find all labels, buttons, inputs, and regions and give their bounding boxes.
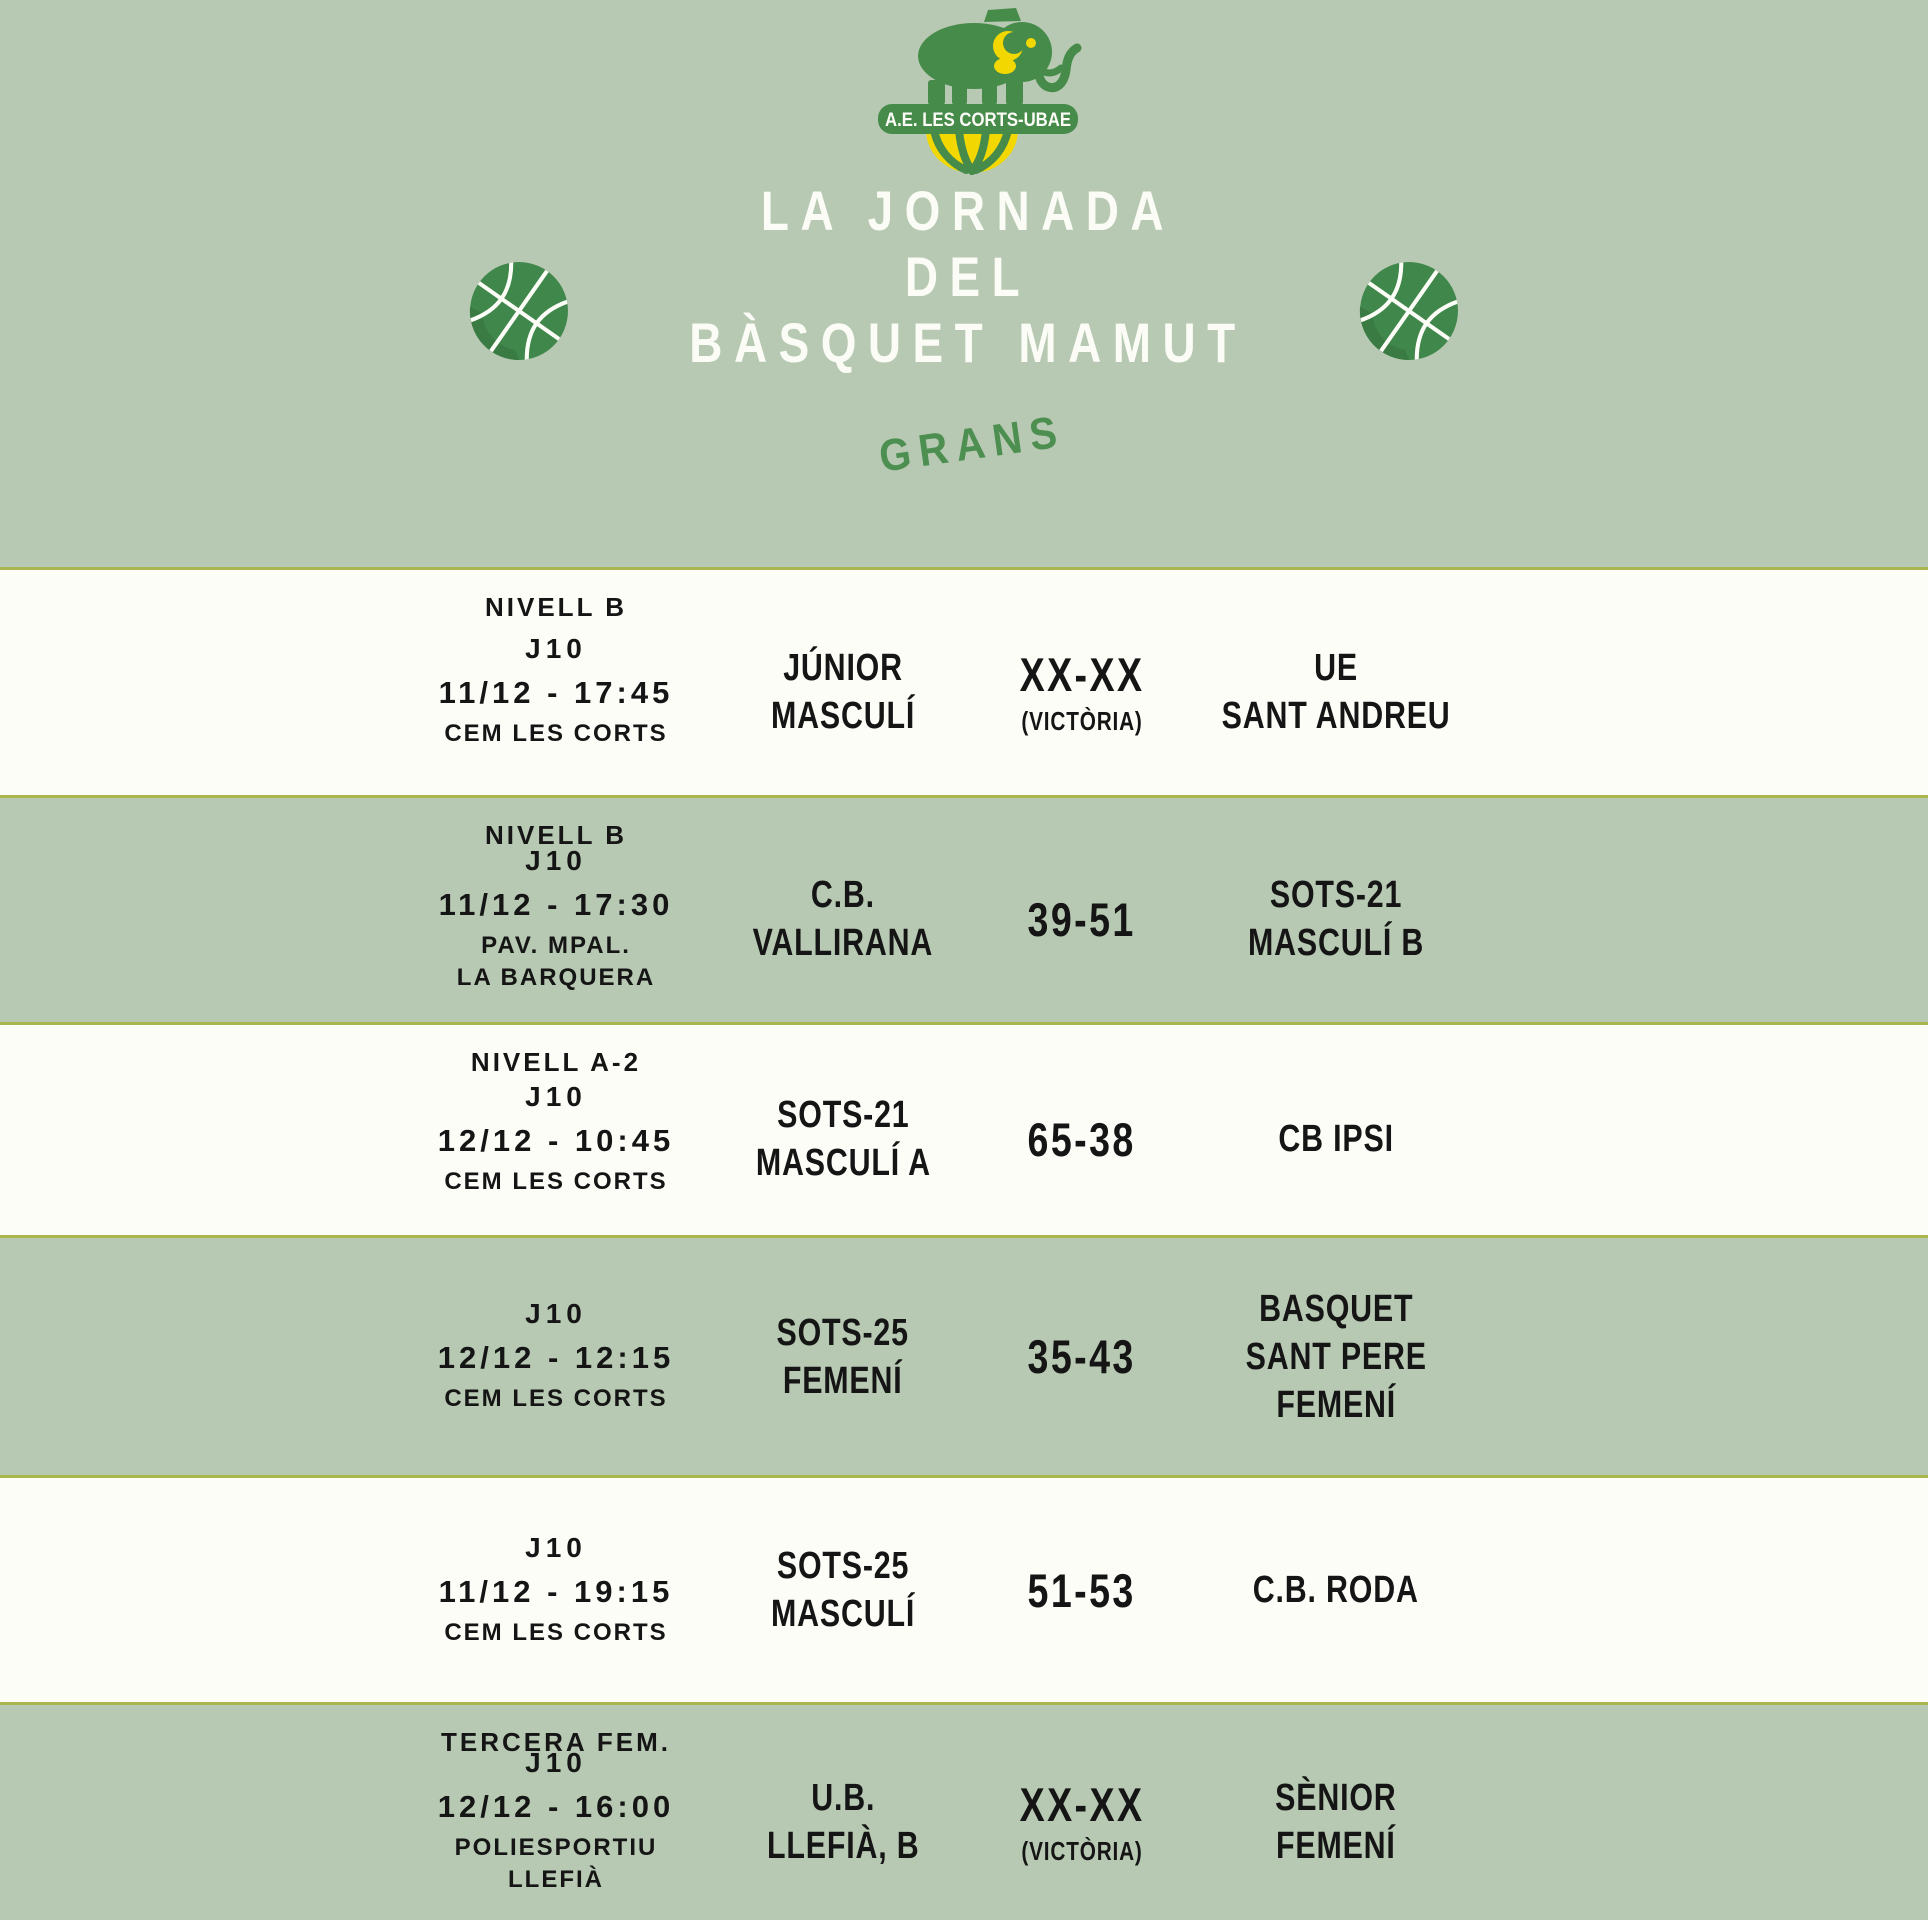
round-label: J10 bbox=[525, 844, 587, 876]
home-team: SOTS-21 MASCULÍ A bbox=[668, 1025, 1018, 1235]
home-team: JÚNIOR MASCULÍ bbox=[668, 570, 1018, 795]
home-team-line: FEMENÍ bbox=[783, 1359, 903, 1402]
home-team-line: VALLIRANA bbox=[752, 922, 934, 964]
round-label: J10 bbox=[525, 1531, 587, 1563]
club-name-banner: A.E. LES CORTS-UBAE bbox=[878, 104, 1078, 134]
away-team: C.B. RODA bbox=[1136, 1478, 1536, 1702]
match-row-5: J10 11/12 - 19:15 CEM LES CORTS SOTS-25 … bbox=[0, 1475, 1928, 1702]
score-note: (VICTÒRIA) bbox=[1021, 705, 1143, 736]
home-team-line: MASCULÍ bbox=[770, 1593, 916, 1635]
score-value: XX-XX bbox=[1019, 647, 1145, 701]
round-label: J10 bbox=[525, 1080, 587, 1112]
venue-label: CEM LES CORTS bbox=[444, 1618, 668, 1646]
away-team-line: FEMENÍ bbox=[1276, 1383, 1396, 1426]
datetime-label: 12/12 - 16:00 bbox=[437, 1789, 675, 1824]
score: 35-43 bbox=[932, 1238, 1232, 1475]
venue-label: CEM LES CORTS bbox=[444, 1167, 668, 1195]
away-team-line: SANT ANDREU bbox=[1221, 694, 1451, 737]
match-row-3: NIVELL A-2 J10 12/12 - 10:45 CEM LES COR… bbox=[0, 1022, 1928, 1235]
away-team-line: FEMENÍ bbox=[1276, 1824, 1396, 1867]
away-team-line: MASCULÍ B bbox=[1247, 922, 1425, 964]
away-team-line: C.B. RODA bbox=[1253, 1569, 1419, 1611]
away-team: SOTS-21 MASCULÍ B bbox=[1136, 798, 1536, 1022]
home-team-line: SOTS-25 bbox=[776, 1545, 910, 1587]
score-value: 35-43 bbox=[1027, 1330, 1137, 1383]
away-team-line: UE bbox=[1314, 646, 1358, 689]
home-team-line: MASCULÍ A bbox=[755, 1142, 931, 1184]
half-basketball-icon bbox=[926, 126, 1018, 175]
score-note: (VICTÒRIA) bbox=[1021, 1835, 1143, 1866]
home-team: U.B. LLEFIÀ, B bbox=[668, 1705, 1018, 1920]
basketball-left-icon bbox=[468, 260, 570, 362]
score: 39-51 bbox=[932, 798, 1232, 1022]
level-label: NIVELL A-2 bbox=[470, 1047, 642, 1077]
score-value: XX-XX bbox=[1019, 1777, 1145, 1831]
venue-label: CEM LES CORTS bbox=[444, 720, 668, 747]
venue-label: POLIESPORTIU bbox=[454, 1834, 658, 1861]
round-label: J10 bbox=[525, 1747, 587, 1778]
home-team-line: SOTS-21 bbox=[776, 1094, 910, 1136]
match-info: J10 12/12 - 12:15 CEM LES CORTS bbox=[396, 1238, 716, 1475]
datetime-label: 11/12 - 19:15 bbox=[438, 1573, 674, 1609]
datetime-label: 11/12 - 17:30 bbox=[438, 886, 674, 922]
venue-label: PAV. MPAL. bbox=[481, 931, 631, 959]
away-team: BASQUET SANT PERE FEMENÍ bbox=[1136, 1238, 1536, 1475]
poster-header: A.E. LES CORTS-UBAE LA JORNADA DEL BÀSQU… bbox=[0, 0, 1928, 567]
score-value: 39-51 bbox=[1027, 892, 1137, 946]
home-team-line: JÚNIOR bbox=[783, 646, 903, 689]
datetime-label: 12/12 - 10:45 bbox=[437, 1122, 675, 1158]
away-team: SÈNIOR FEMENÍ bbox=[1136, 1705, 1536, 1920]
away-team-line: SANT PERE bbox=[1245, 1335, 1427, 1378]
club-mammoth-logo-icon: A.E. LES CORTS-UBAE bbox=[878, 8, 1082, 175]
home-team-line: LLEFIÀ, B bbox=[766, 1824, 920, 1867]
away-team: UE SANT ANDREU bbox=[1136, 570, 1536, 795]
score: 51-53 bbox=[932, 1478, 1232, 1702]
home-team: C.B. VALLIRANA bbox=[668, 798, 1018, 1022]
away-team: CB IPSI bbox=[1136, 1025, 1536, 1235]
match-row-4: J10 12/12 - 12:15 CEM LES CORTS SOTS-25 … bbox=[0, 1235, 1928, 1475]
home-team-line: U.B. bbox=[810, 1776, 875, 1819]
match-info: J10 12/12 - 10:45 CEM LES CORTS bbox=[396, 1025, 716, 1235]
club-name-text: A.E. LES CORTS-UBAE bbox=[885, 110, 1071, 131]
title-line-3: BÀSQUET MAMUT bbox=[689, 311, 1247, 374]
category-subtitle: GRANS bbox=[875, 405, 1068, 482]
match-info: J10 11/12 - 17:30 PAV. MPAL. LA BARQUERA bbox=[396, 798, 716, 1022]
match-info: J10 12/12 - 16:00 POLIESPORTIU LLEFIÀ bbox=[396, 1705, 716, 1920]
home-team: SOTS-25 FEMENÍ bbox=[668, 1238, 1018, 1475]
mammoth-icon bbox=[918, 8, 1082, 105]
round-label: J10 bbox=[525, 1298, 587, 1329]
match-row-1: NIVELL B J10 11/12 - 17:45 CEM LES CORTS… bbox=[0, 567, 1928, 795]
datetime-label: 11/12 - 17:45 bbox=[438, 675, 674, 710]
level-label: NIVELL B bbox=[485, 592, 627, 622]
away-team-line: CB IPSI bbox=[1278, 1118, 1394, 1160]
match-info: J10 11/12 - 19:15 CEM LES CORTS bbox=[396, 1478, 716, 1702]
basketball-right-icon bbox=[1358, 260, 1460, 362]
away-team-line: SÈNIOR bbox=[1275, 1776, 1397, 1819]
datetime-label: 12/12 - 12:15 bbox=[437, 1340, 675, 1375]
away-team-line: SOTS-21 bbox=[1269, 874, 1403, 916]
poster-title: LA JORNADA DEL BÀSQUET MAMUT bbox=[640, 178, 1296, 376]
score: 65-38 bbox=[932, 1025, 1232, 1235]
home-team-line: SOTS-25 bbox=[776, 1311, 910, 1354]
home-team-line: C.B. bbox=[811, 874, 875, 916]
away-team-line: BASQUET bbox=[1258, 1287, 1414, 1330]
match-info: J10 11/12 - 17:45 CEM LES CORTS bbox=[396, 570, 716, 795]
home-team-line: MASCULÍ bbox=[770, 694, 916, 737]
venue-label: LA BARQUERA bbox=[456, 963, 656, 991]
level-label: NIVELL B bbox=[485, 820, 627, 850]
venue-label: LLEFIÀ bbox=[508, 1866, 604, 1893]
score-value: 51-53 bbox=[1027, 1563, 1137, 1617]
home-team: SOTS-25 MASCULÍ bbox=[668, 1478, 1018, 1702]
venue-label: CEM LES CORTS bbox=[444, 1385, 668, 1412]
match-row-2: NIVELL B J10 11/12 - 17:30 PAV. MPAL. LA… bbox=[0, 795, 1928, 1022]
title-line-2: DEL bbox=[904, 245, 1032, 308]
level-label: TERCERA FEM. bbox=[440, 1727, 672, 1757]
round-label: J10 bbox=[525, 633, 587, 664]
title-line-1: LA JORNADA bbox=[760, 179, 1176, 242]
score: XX-XX (VICTÒRIA) bbox=[932, 570, 1232, 795]
score: XX-XX (VICTÒRIA) bbox=[932, 1705, 1232, 1920]
score-value: 65-38 bbox=[1027, 1112, 1137, 1166]
match-row-6: TERCERA FEM. J10 12/12 - 16:00 POLIESPOR… bbox=[0, 1702, 1928, 1920]
